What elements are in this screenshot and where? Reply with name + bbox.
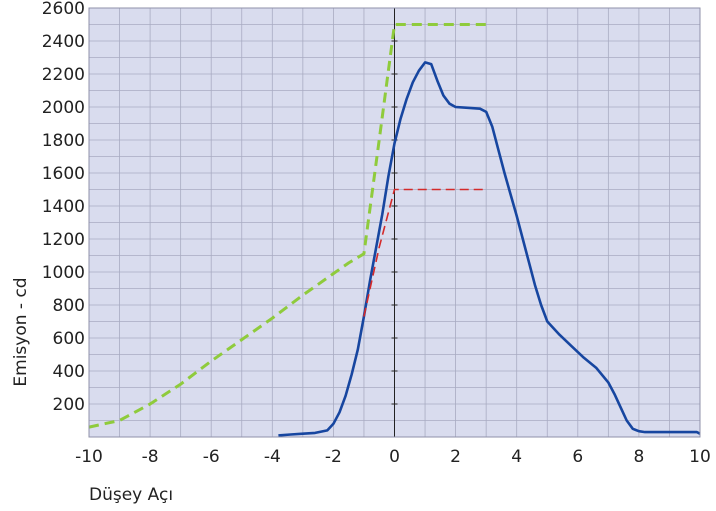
y-tick-label: 1200	[42, 230, 85, 250]
y-tick-label: 1000	[42, 263, 85, 283]
series-line-3	[363, 188, 484, 317]
y-tick-label: 600	[53, 329, 85, 349]
x-tick-label: -8	[142, 447, 159, 467]
series-group	[88, 23, 701, 437]
y-tick-label: 2600	[42, 0, 85, 19]
x-tick-label: -10	[75, 447, 103, 467]
y-tick-label: 200	[53, 395, 85, 415]
y-tick-label: 400	[53, 362, 85, 382]
x-tick-label: 2	[450, 447, 461, 467]
x-tick-label: -6	[203, 447, 220, 467]
y-tick-label: 1600	[42, 164, 85, 184]
y-tick-label: 1400	[42, 197, 85, 217]
y-tick-label: 2200	[42, 65, 85, 85]
x-tick-labels: -10 -8 -6 -4 -2 0 2 4 6 8 10	[75, 447, 711, 467]
y-tick-labels: 200 400 600 800 1000 1200 1400 1600 1800 2000 2200…	[42, 0, 85, 415]
x-tick-label: 4	[511, 447, 522, 467]
x-tick-label: 8	[633, 447, 644, 467]
y-tick-label: 1800	[42, 131, 85, 151]
series-line-1	[278, 61, 701, 437]
x-axis-title: Düşey Açı	[89, 485, 173, 505]
plot-border	[88, 7, 701, 438]
y-tick-label: 2000	[42, 98, 85, 118]
y-tick-label: 800	[53, 296, 85, 316]
x-tick-label: -4	[264, 447, 281, 467]
series-line-2	[88, 23, 487, 429]
x-tick-label: 0	[389, 447, 400, 467]
y-tick-label: 2400	[42, 32, 85, 52]
y-axis-title: Emisyon - cd	[11, 277, 31, 386]
x-tick-label: -2	[325, 447, 342, 467]
x-tick-label: 10	[689, 447, 711, 467]
x-tick-label: 6	[572, 447, 583, 467]
